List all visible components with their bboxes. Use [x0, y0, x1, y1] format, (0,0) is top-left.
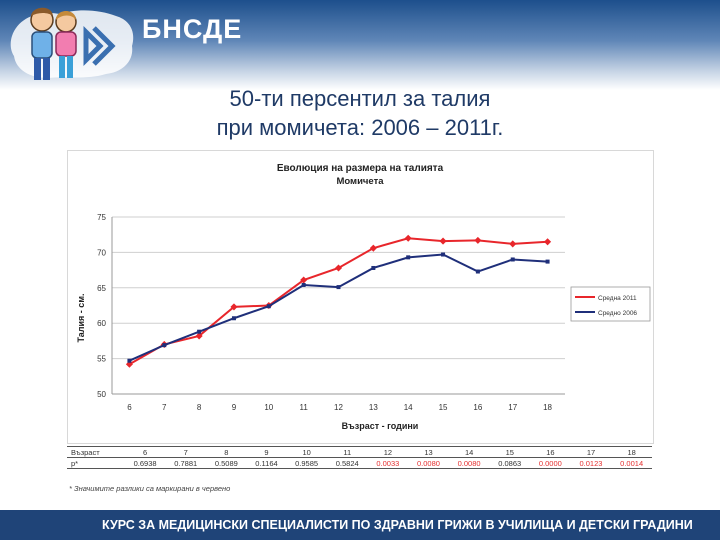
table-age-cell: 12 — [367, 446, 409, 458]
data-point — [371, 265, 376, 270]
table-p-cell: 0.0014 — [611, 457, 652, 469]
y-tick-label: 75 — [97, 213, 106, 222]
footer-banner: КУРС ЗА МЕДИЦИНСКИ СПЕЦИАЛИСТИ ПО ЗДРАВН… — [0, 510, 720, 540]
data-point — [369, 244, 377, 252]
data-point — [474, 236, 482, 244]
x-tick-label: 10 — [264, 403, 273, 412]
data-point — [197, 329, 202, 334]
table-p-cell: 0.7881 — [165, 457, 207, 469]
chart-title: Еволюция на размера на талията — [277, 163, 444, 174]
data-point — [441, 252, 446, 257]
table-age-cell: 7 — [165, 446, 207, 458]
x-axis-label: Възраст - години — [342, 421, 419, 431]
x-tick-label: 6 — [127, 403, 132, 412]
table-age-cell: 13 — [408, 446, 449, 458]
data-point — [162, 343, 167, 348]
x-tick-label: 15 — [439, 403, 448, 412]
data-point — [544, 238, 552, 246]
x-tick-label: 11 — [299, 403, 308, 412]
data-point — [230, 303, 238, 311]
x-tick-label: 16 — [473, 403, 482, 412]
chart-subtitle: Момичета — [336, 176, 384, 187]
slide-title: 50-ти персентил за талия при момичета: 2… — [0, 84, 720, 142]
children-logo-icon — [30, 7, 77, 80]
table-p-cell: 0.1164 — [246, 457, 287, 469]
series-line-0 — [128, 237, 548, 366]
x-tick-label: 18 — [543, 403, 552, 412]
legend-label: Средна 2011 — [598, 295, 637, 302]
data-point — [127, 358, 132, 363]
slide-title-line-2: при момичета: 2006 – 2011г. — [216, 115, 504, 140]
table-p-cell: 0.0033 — [367, 457, 409, 469]
table-age-cell: 18 — [611, 446, 652, 458]
data-point — [231, 316, 236, 321]
footer-text: КУРС ЗА МЕДИЦИНСКИ СПЕЦИАЛИСТИ ПО ЗДРАВН… — [102, 518, 693, 532]
data-point — [545, 259, 550, 264]
table-p-cell: 0.0080 — [448, 457, 490, 469]
y-tick-label: 65 — [97, 284, 106, 293]
legend-box — [570, 286, 651, 322]
x-axis-ticks: 6 7 8 9 10 11 12 13 14 15 16 17 18 — [127, 403, 552, 412]
p-value-table: Възраст 6 7 8 9 10 11 12 13 14 15 16 17 18 p* 0.6938 0.… — [67, 446, 652, 469]
x-tick-label: 13 — [369, 403, 378, 412]
table-header-label: Възраст — [67, 446, 125, 458]
series-lines — [125, 234, 552, 368]
footnote: * Значимите разлики са маркирани в черве… — [69, 484, 231, 493]
table-p-cell: 0.9585 — [286, 457, 327, 469]
header-banner: БНСДЕ — [0, 0, 720, 90]
table-p-cell: 0.5824 — [326, 457, 368, 469]
table-p-cell: 0.0080 — [408, 457, 449, 469]
table-p-cell: 0.0000 — [530, 457, 571, 469]
data-point — [301, 282, 306, 287]
gridlines — [111, 216, 565, 395]
data-point — [510, 257, 515, 262]
waist-chart: Еволюция на размера на талията Момичета … — [76, 163, 651, 431]
data-point — [406, 255, 411, 260]
data-point — [266, 304, 271, 309]
table-row-ages: Възраст 6 7 8 9 10 11 12 13 14 15 16 17 18 — [67, 446, 652, 458]
y-tick-label: 50 — [97, 390, 106, 399]
table-age-cell: 14 — [448, 446, 490, 458]
legend: Средна 2011 Средно 2006 — [570, 286, 651, 322]
chart-panel: Еволюция на размера на талията Момичета … — [67, 150, 654, 444]
data-point — [300, 276, 308, 284]
slide-title-line-1: 50-ти персентил за талия — [229, 86, 491, 111]
x-tick-label: 9 — [232, 403, 237, 412]
table-age-cell: 10 — [286, 446, 327, 458]
table-p-cell: 0.0123 — [570, 457, 612, 469]
data-point — [404, 234, 412, 242]
table-p-cell: 0.6938 — [124, 457, 166, 469]
table-row-label: p* — [67, 457, 125, 469]
table-age-cell: 15 — [489, 446, 531, 458]
x-tick-label: 8 — [197, 403, 202, 412]
x-tick-label: 7 — [162, 403, 167, 412]
table-age-cell: 17 — [570, 446, 612, 458]
y-axis-ticks: 50 55 60 65 70 75 — [97, 213, 106, 399]
x-tick-label: 12 — [334, 403, 343, 412]
y-tick-label: 55 — [97, 355, 106, 364]
data-point — [439, 237, 447, 245]
x-tick-label: 17 — [508, 403, 517, 412]
table-age-cell: 8 — [206, 446, 247, 458]
y-tick-label: 60 — [97, 319, 106, 328]
table-p-cell: 0.0863 — [489, 457, 531, 469]
table-age-cell: 11 — [326, 446, 368, 458]
legend-label: Средно 2006 — [598, 310, 637, 317]
table-row-p-values: p* 0.6938 0.7881 0.5089 0.1164 0.9585 0.5824 0.… — [67, 457, 652, 469]
table-age-cell: 6 — [124, 446, 166, 458]
data-point — [195, 332, 203, 340]
data-point — [509, 240, 517, 248]
data-point — [334, 264, 343, 272]
table-age-cell: 16 — [530, 446, 571, 458]
x-tick-label: 14 — [404, 403, 413, 412]
y-tick-label: 70 — [97, 248, 106, 257]
org-name: БНСДЕ — [142, 14, 243, 44]
y-axis-label: Талия - см. — [76, 294, 86, 343]
table-age-cell: 9 — [246, 446, 287, 458]
table-p-cell: 0.5089 — [206, 457, 247, 469]
data-point — [336, 285, 341, 290]
data-point — [475, 269, 480, 274]
